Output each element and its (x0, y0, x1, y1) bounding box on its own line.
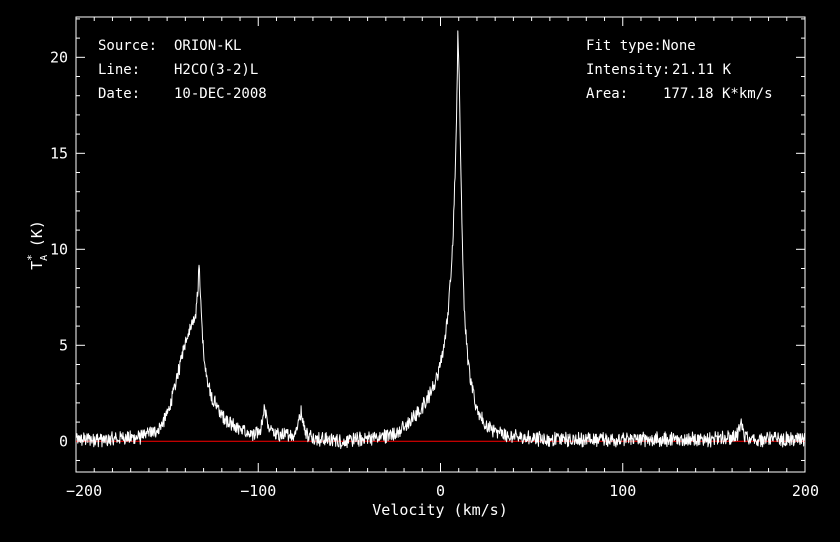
info-area-value: 177.18 K*km/s (663, 86, 773, 102)
x-tick-label: 200 (792, 482, 819, 500)
x-axis-label: Velocity (km/s) (372, 501, 507, 519)
info-source-label: Source: (98, 38, 157, 54)
y-tick-label: 15 (50, 144, 68, 162)
y-tick-label: 0 (59, 432, 68, 450)
info-date-value: 10-DEC-2008 (174, 86, 267, 102)
info-source-value: ORION-KL (174, 38, 241, 54)
y-tick-label: 5 (59, 336, 68, 354)
y-tick-label: 20 (50, 48, 68, 66)
y-axis-label: TA* (K) (25, 220, 50, 270)
info-area-label: Area: (586, 86, 628, 102)
y-axis-label-sup: * (25, 254, 38, 261)
info-right: Fit type: None Intensity: 21.11 K Area: … (586, 38, 773, 102)
y-tick-label: 10 (50, 240, 68, 258)
x-tick-label: 100 (609, 482, 636, 500)
info-line-label: Line: (98, 62, 140, 78)
x-tick-label: 0 (436, 482, 445, 500)
y-axis-label-main: T (28, 261, 46, 270)
info-left: Source: ORION-KL Line: H2CO(3-2)L Date: … (98, 38, 267, 102)
info-date-label: Date: (98, 86, 140, 102)
info-line-value: H2CO(3-2)L (174, 62, 258, 78)
x-tick-label: −200 (66, 482, 102, 500)
tick-labels: −200 −100 0 100 200 0 5 10 15 20 (50, 48, 819, 500)
info-intensity-value: 21.11 K (672, 62, 732, 78)
info-intensity-label: Intensity: (586, 62, 670, 78)
info-fit-type-label: Fit type: (586, 38, 662, 54)
y-axis-label-sub: A (39, 255, 50, 261)
y-axis-label-unit: (K) (28, 220, 46, 247)
info-fit-type-value: None (662, 38, 696, 54)
minor-ticks (76, 17, 805, 472)
x-tick-label: −100 (240, 482, 276, 500)
spectrum-line (75, 30, 806, 450)
